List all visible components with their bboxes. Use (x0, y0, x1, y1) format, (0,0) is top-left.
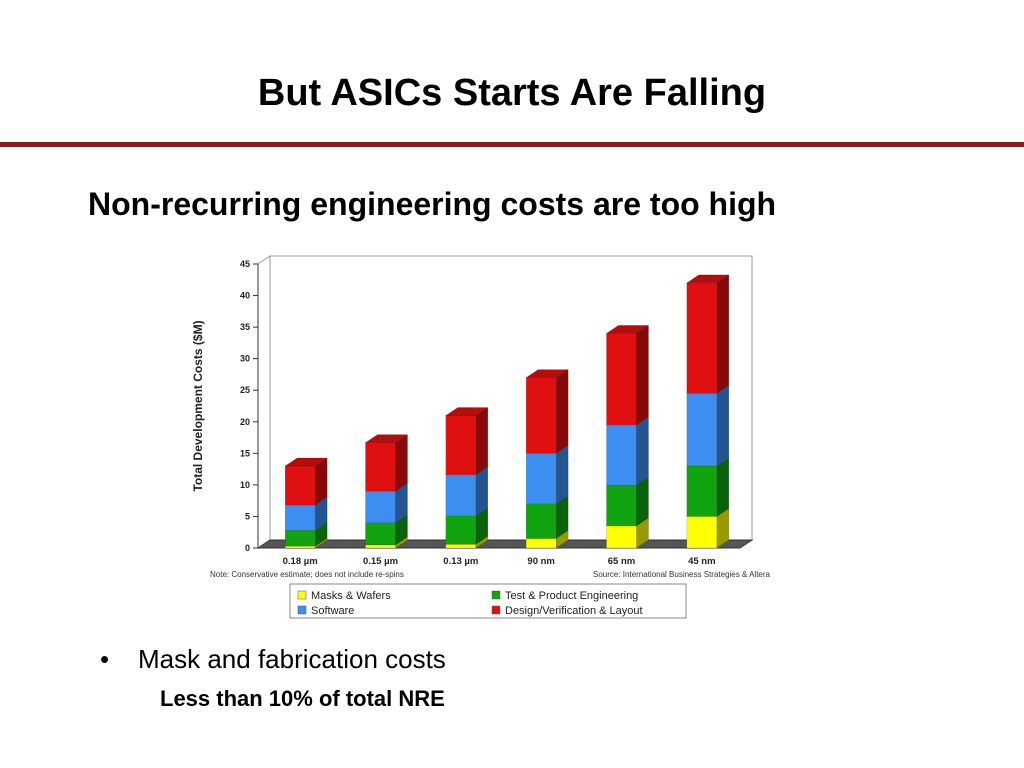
bar-segment (686, 516, 718, 549)
bar-segment (284, 465, 316, 506)
plot-frame (269, 255, 753, 541)
y-tick-label: 5 (245, 511, 250, 521)
y-tick-label: 35 (240, 322, 250, 332)
bar-top (605, 325, 650, 334)
chart-source: Source: International Business Strategie… (593, 570, 771, 579)
chart-note: Note: Conservative estimate; does not in… (210, 570, 404, 579)
y-tick-label: 20 (240, 417, 250, 427)
bar-segment (606, 525, 637, 549)
y-tick-label: 10 (240, 480, 250, 490)
bar-segment-side (636, 476, 649, 527)
y-tick-label: 15 (240, 448, 250, 458)
y-axis-depth-line (257, 255, 271, 265)
x-tick-label: 90 nm (527, 556, 554, 567)
bar-segment (686, 465, 718, 517)
bar-top (525, 369, 569, 378)
chart-floor (256, 539, 754, 549)
legend-box (289, 583, 687, 619)
y-tick-label: 0 (245, 543, 250, 553)
bar-top (284, 457, 328, 467)
legend-label: Masks & Wafers (311, 590, 391, 602)
y-tick-label: 45 (240, 259, 250, 269)
bar-segment-side (716, 384, 730, 467)
bar-segment (525, 503, 557, 539)
bullet-text: Mask and fabrication costs (138, 644, 446, 674)
bar-segment (284, 545, 316, 549)
x-tick-label: 0.18 µm (283, 556, 318, 567)
bar-segment (365, 442, 396, 492)
legend-swatch (491, 590, 501, 600)
bar-segment (686, 282, 718, 394)
x-tick-label: 45 nm (688, 556, 715, 567)
bar-segment-side (475, 406, 489, 476)
bar-segment-side (716, 457, 730, 517)
bar-segment (606, 424, 637, 486)
stacked-bar-chart: 0 5 10 15 20 25 30 35 40 45 Total Development Cost… (191, 255, 771, 619)
bar-segment-side (475, 466, 489, 517)
bar-top (686, 274, 730, 284)
slide-title: But ASICs Starts Are Falling (257, 72, 767, 114)
bar-segment (445, 543, 477, 549)
sub-bullet-text: Less than 10% of total NRE (160, 686, 445, 711)
bar-segment (606, 484, 637, 527)
bar-segment (686, 393, 718, 467)
bar-segment (525, 377, 557, 454)
bar-segment (525, 453, 557, 505)
bar-segment-side (716, 274, 730, 394)
legend-label: Design/Verification & Layout (505, 605, 643, 617)
y-axis-label: Total Development Costs ($M) (191, 320, 205, 491)
bar-segment (445, 515, 477, 545)
x-tick-label: 0.15 µm (363, 556, 398, 567)
bullet-item: • Mask and fabrication costs (100, 644, 446, 675)
bar-segment (365, 544, 396, 549)
slide-subtitle: Non-recurring engineering costs are too … (88, 186, 777, 222)
bar-segment (365, 522, 396, 546)
bar-segment (606, 333, 637, 426)
bar-segment-side (555, 444, 569, 505)
y-tick-label: 25 (240, 385, 250, 395)
bar-segment (445, 415, 477, 476)
legend-swatch (491, 605, 501, 615)
bar-segment (525, 538, 557, 549)
legend-swatch (297, 590, 307, 600)
y-tick-label: 30 (240, 354, 250, 364)
bar-segment (365, 490, 396, 524)
y-tick-label: 40 (240, 291, 250, 301)
bar-segment (284, 504, 316, 531)
x-tick-label: 65 nm (608, 556, 635, 567)
bar-segment (284, 530, 316, 547)
bar-top (445, 407, 489, 416)
bar-segment (445, 474, 477, 517)
legend-label: Software (311, 605, 354, 617)
bar-segment-side (636, 416, 649, 486)
legend-label: Test & Product Engineering (505, 590, 638, 602)
legend-swatch (297, 605, 307, 615)
bar-segment-side (636, 324, 649, 426)
bar-segment-side (555, 369, 569, 454)
x-tick-label: 0.13 µm (443, 556, 478, 567)
title-divider (0, 142, 1024, 147)
bullet-dot: • (100, 644, 110, 674)
bar-segment-side (395, 434, 408, 492)
bar-top (364, 434, 409, 443)
